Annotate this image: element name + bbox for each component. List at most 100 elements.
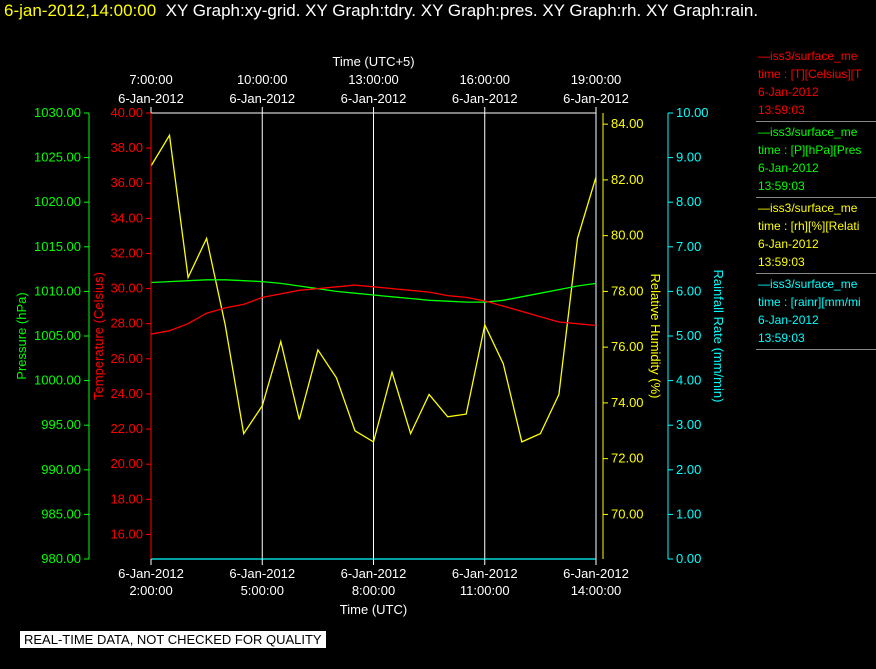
legend: —iss3/surface_me time : [T][Celsius][T 6… <box>756 46 876 350</box>
x-axis-label: Time (UTC) <box>340 602 407 617</box>
pressure-tick-label: 995.00 <box>41 417 81 432</box>
axes-layer <box>84 107 673 565</box>
temperature-tick-label: 28.00 <box>110 316 143 331</box>
pressure-tick-label: 985.00 <box>41 506 81 521</box>
humidity-tick-label: 78.00 <box>611 283 644 298</box>
legend-time: 13:59:03 <box>758 179 805 193</box>
humidity-tick-label: 72.00 <box>611 451 644 466</box>
title-graph-list: XY Graph:xy-grid. XY Graph:tdry. XY Grap… <box>165 1 759 20</box>
legend-time: 13:59:03 <box>758 255 805 269</box>
legend-field: time : [T][Celsius][T <box>758 67 862 81</box>
rain-axis-label: Rainfall Rate (mm/min) <box>711 270 726 403</box>
rain-tick-label: 3.00 <box>676 417 701 432</box>
pressure-tick-label: 1005.00 <box>34 328 81 343</box>
rain-tick-label: 0.00 <box>676 551 701 566</box>
legend-date: 6-Jan-2012 <box>758 161 819 175</box>
pressure-tick-label: 1030.00 <box>34 105 81 120</box>
grid-layer <box>150 112 597 560</box>
pressure-tick-label: 1000.00 <box>34 373 81 388</box>
tick-label-layer: 6-Jan-2012 2:00:00 6-Jan-2012 5:00:00 6-Jan-… <box>14 54 726 617</box>
x-tick-label-date: 6-Jan-2012 <box>452 566 518 581</box>
legend-entry-pressure: —iss3/surface_me time : [P][hPa][Pres 6-… <box>756 122 876 198</box>
x-tick-label-date: 6-Jan-2012 <box>229 566 295 581</box>
legend-date: 6-Jan-2012 <box>758 85 819 99</box>
rain-tick-label: 5.00 <box>676 328 701 343</box>
rain-tick-label: 6.00 <box>676 283 701 298</box>
humidity-tick-label: 70.00 <box>611 506 644 521</box>
pressure-axis-label: Pressure (hPa) <box>14 292 29 379</box>
legend-series-name: iss3/surface_me <box>770 277 858 291</box>
pressure-tick-label: 1025.00 <box>34 150 81 165</box>
x2-tick-label-time: 16:00:00 <box>459 72 510 87</box>
legend-field: time : [rh][%][Relati <box>758 219 860 233</box>
legend-series-name: iss3/surface_me <box>770 201 858 215</box>
x2-tick-label-time: 10:00:00 <box>237 72 288 87</box>
legend-field: time : [P][hPa][Pres <box>758 143 862 157</box>
temperature-tick-label: 16.00 <box>110 526 143 541</box>
legend-entry-humidity: —iss3/surface_me time : [rh][%][Relati 6… <box>756 198 876 274</box>
legend-time: 13:59:03 <box>758 331 805 345</box>
title-bar: 6-jan-2012,14:00:00 XY Graph:xy-grid. XY… <box>4 1 758 21</box>
x-tick-label-time: 8:00:00 <box>352 583 395 598</box>
quality-notice: REAL-TIME DATA, NOT CHECKED FOR QUALITY <box>20 631 326 648</box>
legend-date: 6-Jan-2012 <box>758 313 819 327</box>
x-tick-label-date: 6-Jan-2012 <box>341 566 407 581</box>
rain-tick-label: 4.00 <box>676 373 701 388</box>
rain-tick-label: 8.00 <box>676 194 701 209</box>
legend-entry-rain: —iss3/surface_me time : [rainr][mm/mi 6-… <box>756 274 876 350</box>
temperature-tick-label: 20.00 <box>110 456 143 471</box>
temperature-tick-label: 32.00 <box>110 245 143 260</box>
x2-axis-label: Time (UTC+5) <box>332 54 414 69</box>
x2-tick-label-date: 6-Jan-2012 <box>563 91 629 106</box>
humidity-tick-label: 80.00 <box>611 228 644 243</box>
legend-series-name: iss3/surface_me <box>770 125 858 139</box>
temperature-series-line <box>150 284 597 335</box>
humidity-series-line <box>150 133 597 443</box>
rain-tick-label: 2.00 <box>676 462 701 477</box>
title-datetime: 6-jan-2012,14:00:00 <box>4 1 157 20</box>
x-tick-label-date: 6-Jan-2012 <box>563 566 629 581</box>
x-tick-label-time: 2:00:00 <box>129 583 172 598</box>
x2-tick-label-date: 6-Jan-2012 <box>229 91 295 106</box>
legend-time: 13:59:03 <box>758 103 805 117</box>
temperature-tick-label: 34.00 <box>110 210 143 225</box>
pressure-tick-label: 990.00 <box>41 462 81 477</box>
x2-tick-label-time: 7:00:00 <box>129 72 172 87</box>
rain-tick-label: 1.00 <box>676 506 701 521</box>
legend-series-name: iss3/surface_me <box>770 49 858 63</box>
pressure-tick-label: 1010.00 <box>34 283 81 298</box>
x-tick-label-time: 5:00:00 <box>241 583 284 598</box>
temperature-tick-label: 26.00 <box>110 351 143 366</box>
temperature-tick-label: 24.00 <box>110 386 143 401</box>
temperature-tick-label: 18.00 <box>110 491 143 506</box>
temperature-tick-label: 36.00 <box>110 175 143 190</box>
rain-tick-label: 7.00 <box>676 239 701 254</box>
humidity-axis-label: Relative Humidity (%) <box>648 274 663 399</box>
humidity-tick-label: 74.00 <box>611 395 644 410</box>
rain-tick-label: 10.00 <box>676 105 709 120</box>
legend-date: 6-Jan-2012 <box>758 237 819 251</box>
x2-tick-label-date: 6-Jan-2012 <box>341 91 407 106</box>
humidity-tick-label: 76.00 <box>611 339 644 354</box>
legend-field: time : [rainr][mm/mi <box>758 295 861 309</box>
humidity-tick-label: 84.00 <box>611 116 644 131</box>
temperature-tick-label: 30.00 <box>110 281 143 296</box>
pressure-series-line <box>150 279 597 303</box>
pressure-tick-label: 1015.00 <box>34 239 81 254</box>
x-tick-label-time: 14:00:00 <box>571 583 622 598</box>
x-tick-label-date: 6-Jan-2012 <box>118 566 184 581</box>
pressure-tick-label: 980.00 <box>41 551 81 566</box>
pressure-tick-label: 1020.00 <box>34 194 81 209</box>
x2-tick-label-date: 6-Jan-2012 <box>118 91 184 106</box>
temperature-tick-label: 38.00 <box>110 140 143 155</box>
legend-entry-temperature: —iss3/surface_me time : [T][Celsius][T 6… <box>756 46 876 122</box>
temperature-tick-label: 40.00 <box>110 105 143 120</box>
x-tick-label-time: 11:00:00 <box>460 583 510 598</box>
temperature-axis-label: Temperature (Celsius) <box>91 272 106 400</box>
temperature-tick-label: 22.00 <box>110 421 143 436</box>
humidity-tick-label: 82.00 <box>611 172 644 187</box>
x2-tick-label-time: 19:00:00 <box>571 72 622 87</box>
x2-tick-label-date: 6-Jan-2012 <box>452 91 518 106</box>
x2-tick-label-time: 13:00:00 <box>348 72 399 87</box>
